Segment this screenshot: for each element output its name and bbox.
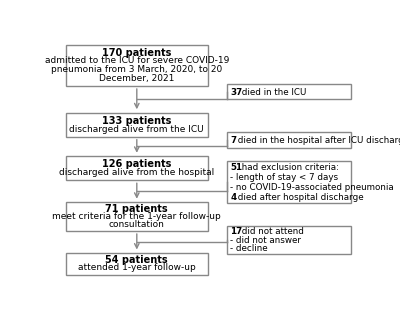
Text: - no COVID-19-associated pneumonia: - no COVID-19-associated pneumonia [230,183,394,192]
FancyBboxPatch shape [227,161,351,203]
Text: attended 1-year follow-up: attended 1-year follow-up [78,263,196,272]
FancyBboxPatch shape [66,202,208,231]
FancyBboxPatch shape [66,113,208,137]
Text: died in the hospital after ICU discharge: died in the hospital after ICU discharge [235,136,400,145]
FancyBboxPatch shape [66,45,208,86]
FancyBboxPatch shape [227,226,351,254]
Text: discharged alive from the ICU: discharged alive from the ICU [70,125,204,134]
Text: had exclusion criteria:: had exclusion criteria: [239,163,339,172]
Text: died after hospital discharge: died after hospital discharge [235,193,363,202]
FancyBboxPatch shape [66,253,208,275]
Text: - decline: - decline [230,244,268,253]
Text: died in the ICU: died in the ICU [239,88,306,97]
Text: did not attend: did not attend [239,228,304,236]
Text: 71 patients: 71 patients [106,204,168,214]
Text: - length of stay < 7 days: - length of stay < 7 days [230,173,338,182]
Text: 17: 17 [230,228,243,236]
Text: 133 patients: 133 patients [102,116,172,126]
Text: - did not answer: - did not answer [230,236,302,245]
Text: 126 patients: 126 patients [102,160,172,170]
Text: 54 patients: 54 patients [106,255,168,265]
Text: pneumonia from 3 March, 2020, to 20: pneumonia from 3 March, 2020, to 20 [51,65,222,74]
Text: 170 patients: 170 patients [102,48,172,57]
Text: discharged alive from the hospital: discharged alive from the hospital [59,168,214,177]
Text: meet criteria for the 1-year follow-up: meet criteria for the 1-year follow-up [52,212,221,221]
FancyBboxPatch shape [66,156,208,180]
Text: 4: 4 [230,193,236,202]
Text: consultation: consultation [109,220,165,229]
Text: 7: 7 [230,136,236,145]
Text: 37: 37 [230,88,243,97]
Text: admitted to the ICU for severe COVID-19: admitted to the ICU for severe COVID-19 [45,56,229,65]
FancyBboxPatch shape [227,84,351,99]
FancyBboxPatch shape [227,133,351,148]
Text: December, 2021: December, 2021 [99,73,174,83]
Text: 51: 51 [230,163,242,172]
